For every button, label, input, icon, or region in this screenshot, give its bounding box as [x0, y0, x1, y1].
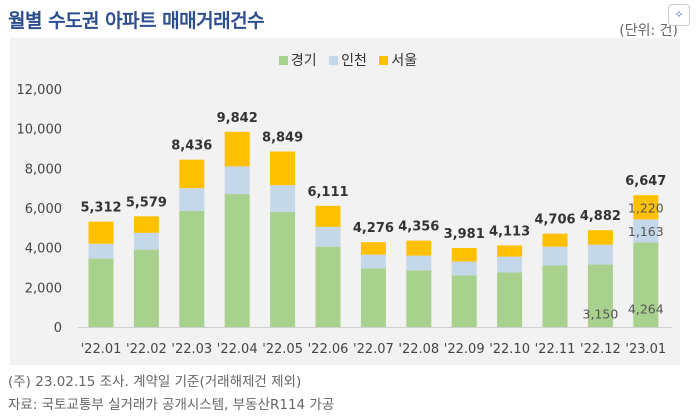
- bar-segment-incheon: [133, 232, 159, 250]
- total-data-label: 5,312: [80, 201, 121, 216]
- legend: 경기 인천 서울: [0, 50, 696, 70]
- x-tick-label: '23.01: [625, 342, 666, 357]
- legend-item-seoul: 서울: [379, 50, 417, 70]
- segment-data-label: 3,150: [583, 306, 619, 321]
- bar-segment-gyeonggi: [360, 268, 386, 327]
- bar-segment-seoul: [179, 159, 205, 189]
- segment-data-label: 4,264: [628, 301, 664, 316]
- bar-segment-seoul: [360, 242, 386, 255]
- total-data-label: 4,882: [580, 209, 621, 224]
- bar-segment-incheon: [633, 219, 659, 243]
- legend-item-gyeonggi: 경기: [278, 50, 317, 70]
- total-data-label: 4,356: [398, 220, 439, 235]
- bar-segment-seoul: [587, 230, 613, 245]
- y-tick-label: 8,000: [25, 162, 62, 177]
- chart-panel: [10, 38, 680, 365]
- y-tick-label: 2,000: [25, 281, 62, 296]
- bar-segment-seoul: [451, 248, 477, 262]
- sparkle-icon[interactable]: ✧: [668, 4, 690, 26]
- bar-segment-incheon: [451, 261, 477, 276]
- x-tick-label: '22.02: [126, 342, 167, 357]
- bar-segment-seoul: [497, 245, 523, 257]
- bar-segment-gyeonggi: [633, 242, 659, 327]
- bar-segment-gyeonggi: [406, 270, 432, 327]
- x-tick-label: '22.04: [217, 342, 258, 357]
- total-data-label: 6,647: [625, 174, 666, 189]
- total-data-label: 6,111: [307, 185, 348, 200]
- bar-segment-gyeonggi: [179, 210, 205, 327]
- total-data-label: 9,842: [217, 111, 258, 126]
- chart-title: 월별 수도권 아파트 매매거래건수: [8, 10, 265, 32]
- bar-segment-seoul: [542, 233, 568, 247]
- bar-segment-gyeonggi: [587, 264, 613, 327]
- segment-data-label: 1,163: [628, 224, 664, 239]
- bar-segment-gyeonggi: [133, 249, 159, 327]
- x-tick-label: '22.08: [398, 342, 439, 357]
- bar-segment-gyeonggi: [270, 211, 296, 327]
- bar-segment-seoul: [315, 205, 341, 227]
- bar-segment-incheon: [360, 254, 386, 269]
- total-data-label: 3,981: [444, 227, 485, 242]
- unit-label: (단위: 건): [619, 23, 678, 39]
- x-tick-label: '22.12: [580, 342, 621, 357]
- y-tick-label: 12,000: [17, 83, 63, 98]
- bar-segment-seoul: [406, 240, 432, 256]
- bar-segment-incheon: [88, 243, 114, 259]
- bar-segment-seoul: [633, 195, 659, 220]
- y-tick-label: 4,000: [25, 242, 62, 257]
- footnote-source: 자료: 국토교통부 실거래가 공개시스템, 부동산R114 가공: [8, 397, 335, 413]
- total-data-label: 4,706: [534, 213, 575, 228]
- bar-segment-gyeonggi: [315, 246, 341, 327]
- bar-segment-incheon: [315, 226, 341, 247]
- bar-segment-seoul: [270, 151, 296, 186]
- x-tick-label: '22.01: [81, 342, 122, 357]
- x-tick-label: '22.06: [308, 342, 349, 357]
- bar-segment-incheon: [542, 246, 568, 266]
- bar-segment-seoul: [88, 221, 114, 244]
- segment-data-label: 1,220: [628, 200, 664, 215]
- bar-segment-incheon: [406, 255, 432, 271]
- y-tick-label: 6,000: [25, 202, 62, 217]
- bar-segment-gyeonggi: [224, 194, 250, 327]
- total-data-label: 4,113: [489, 224, 530, 239]
- bar-segment-seoul: [133, 216, 159, 233]
- x-tick-label: '22.03: [171, 342, 212, 357]
- legend-label-incheon: 인천: [341, 53, 367, 69]
- legend-swatch-seoul: [379, 56, 389, 65]
- bar-segment-incheon: [270, 185, 296, 212]
- bar-segment-incheon: [224, 166, 250, 195]
- x-tick-label: '22.05: [262, 342, 303, 357]
- total-data-label: 4,276: [353, 221, 394, 236]
- x-tick-label: '22.07: [353, 342, 394, 357]
- bar-segment-gyeonggi: [497, 272, 523, 327]
- x-tick-label: '22.09: [444, 342, 485, 357]
- total-data-label: 8,849: [262, 130, 303, 145]
- legend-label-seoul: 서울: [391, 53, 418, 69]
- bar-segment-gyeonggi: [451, 275, 477, 327]
- total-data-label: 5,579: [126, 195, 167, 210]
- y-tick-label: 10,000: [17, 123, 63, 138]
- bar-segment-incheon: [179, 188, 205, 211]
- bar-segment-incheon: [497, 256, 523, 273]
- x-tick-label: '22.10: [489, 342, 530, 357]
- legend-swatch-gyeonggi: [278, 56, 288, 65]
- total-data-label: 8,436: [171, 139, 212, 154]
- bar-segment-gyeonggi: [542, 265, 568, 327]
- bar-segment-gyeonggi: [88, 258, 114, 327]
- legend-swatch-incheon: [329, 56, 339, 65]
- bar-segment-incheon: [587, 244, 613, 265]
- bar-segment-seoul: [224, 131, 250, 167]
- y-tick-label: 0: [54, 321, 62, 336]
- footnote-survey: (주) 23.02.15 조사. 계약일 기준(거래해제건 제외): [8, 374, 302, 390]
- legend-label-gyeonggi: 경기: [290, 53, 317, 69]
- x-tick-label: '22.11: [535, 342, 576, 357]
- legend-item-incheon: 인천: [329, 50, 367, 70]
